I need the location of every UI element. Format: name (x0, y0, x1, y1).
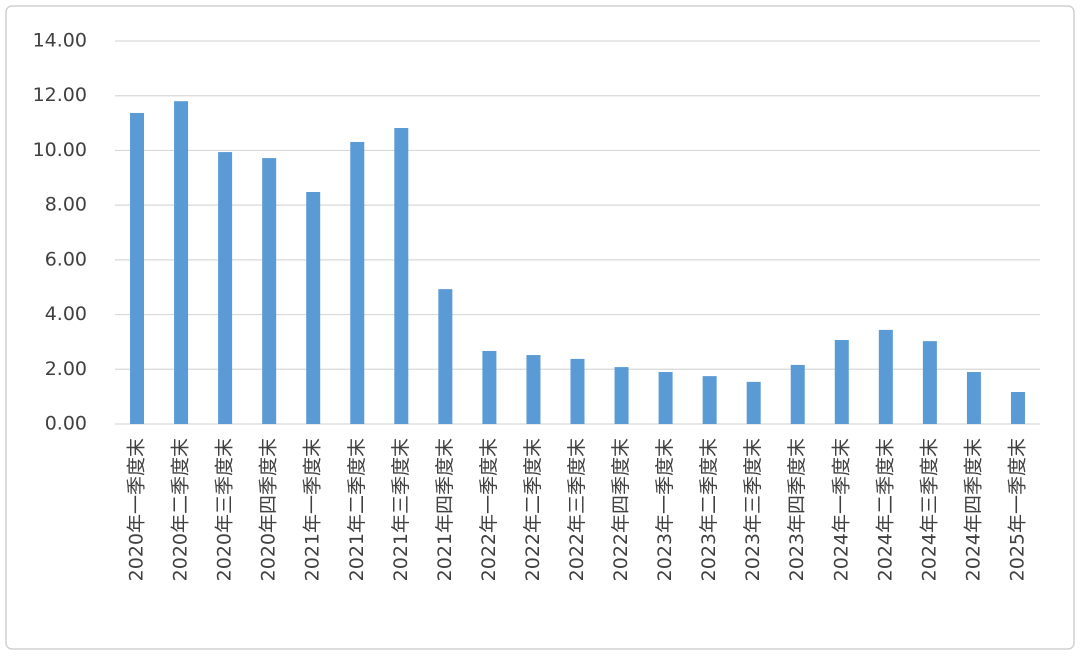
x-tick-label: 2020年一季度末 (126, 438, 148, 581)
bar (614, 367, 629, 424)
x-tick-label: 2022年四季度末 (610, 438, 632, 581)
y-tick-label: 14.00 (33, 30, 87, 52)
x-tick-label: 2024年一季度末 (830, 438, 852, 581)
x-tick-label: 2023年二季度末 (698, 438, 720, 581)
x-tick-label: 2024年三季度末 (918, 438, 940, 581)
y-tick-label: 2.00 (45, 358, 87, 380)
bar (218, 152, 233, 424)
bar (350, 141, 365, 424)
x-tick-label: 2024年二季度末 (874, 438, 896, 581)
bar (878, 329, 893, 424)
bar (526, 355, 541, 424)
bar (790, 364, 805, 424)
x-tick-label: 2021年一季度末 (302, 438, 324, 581)
x-tick-label: 2023年四季度末 (786, 438, 808, 581)
x-tick-label: 2020年二季度末 (170, 438, 192, 581)
bar (1010, 391, 1025, 424)
y-tick-label: 8.00 (45, 194, 87, 216)
bar (262, 158, 277, 425)
x-tick-label: 2022年三季度末 (566, 438, 588, 581)
y-tick-label: 0.00 (45, 413, 87, 435)
x-tick-label: 2023年三季度末 (742, 438, 764, 581)
bar (658, 372, 673, 424)
x-tick-label: 2021年三季度末 (390, 438, 412, 581)
bar (570, 358, 585, 424)
x-tick-label: 2023年一季度末 (654, 438, 676, 581)
bar (394, 127, 409, 424)
y-tick-label: 4.00 (45, 303, 87, 325)
y-tick-label: 6.00 (45, 248, 87, 270)
x-tick-label: 2020年四季度末 (258, 438, 280, 581)
x-tick-label: 2021年二季度末 (346, 438, 368, 581)
x-tick-label: 2020年三季度末 (214, 438, 236, 581)
bar (174, 101, 189, 424)
bar (130, 112, 145, 425)
bar (922, 341, 937, 424)
bar (966, 372, 981, 424)
x-tick-label: 2025年一季度末 (1006, 438, 1028, 581)
bar (834, 340, 849, 424)
x-tick-label: 2024年四季度末 (962, 438, 984, 581)
x-tick-label: 2022年二季度末 (522, 438, 544, 581)
y-tick-label: 10.00 (33, 139, 87, 161)
x-tick-label: 2022年一季度末 (478, 438, 500, 581)
bar (702, 376, 717, 424)
bar (438, 289, 453, 424)
y-tick-label: 12.00 (33, 84, 87, 106)
bar (306, 192, 321, 424)
bar (746, 381, 761, 424)
bar (482, 350, 497, 424)
x-tick-label: 2021年四季度末 (434, 438, 456, 581)
